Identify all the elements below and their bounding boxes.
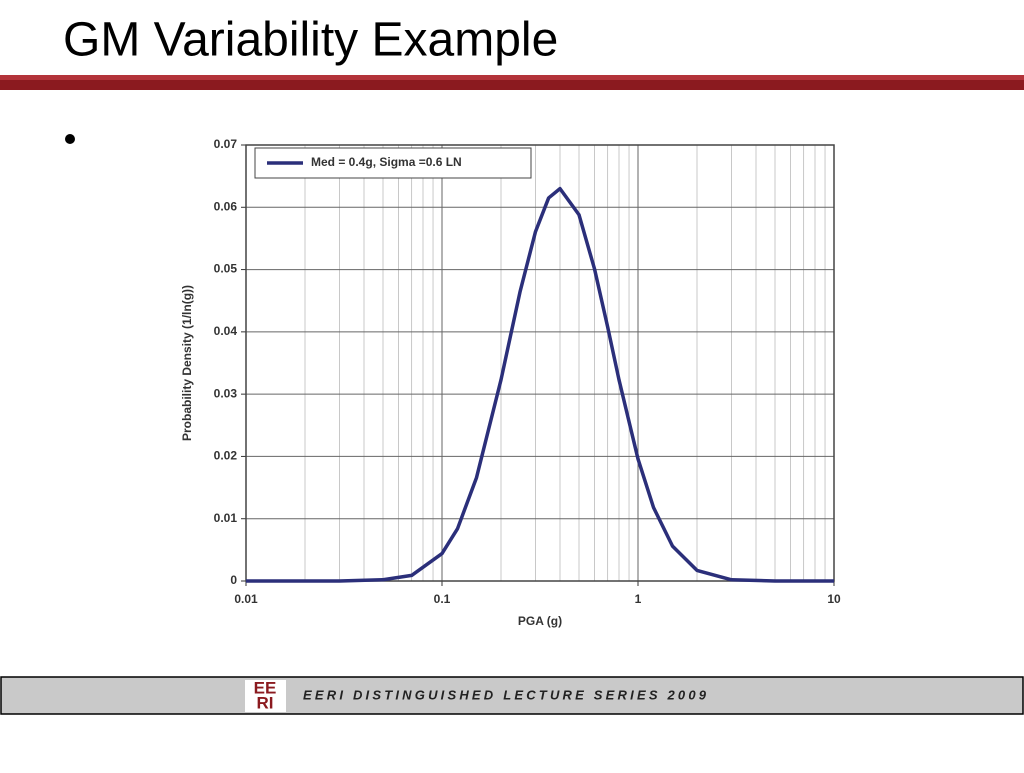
slide-title: GM Variability Example xyxy=(63,14,558,67)
bullet xyxy=(65,134,75,144)
footer-text: EERI DISTINGUISHED LECTURE SERIES 2009 xyxy=(303,687,709,702)
plot-frame xyxy=(245,144,835,582)
title-rule-highlight xyxy=(0,75,1024,80)
legend-label: Med = 0.4g, Sigma =0.6 LN xyxy=(311,155,462,169)
y-tick-label: 0.03 xyxy=(214,386,238,400)
y-tick-label: 0.07 xyxy=(214,137,238,151)
plot-area xyxy=(246,145,834,581)
y-tick-label: 0.04 xyxy=(214,324,238,338)
chart: 0 0.01 0.02 0.03 0.04 0.05 0.06 0.07 0.01 0.1 1 10 P… xyxy=(180,137,841,628)
x-tick-label: 0.1 xyxy=(434,592,451,606)
y-tick-label: 0.05 xyxy=(214,262,238,276)
logo-line: RI xyxy=(257,693,274,712)
y-tick-label: 0.06 xyxy=(214,199,238,213)
x-tick-label: 10 xyxy=(827,592,841,606)
footer-bar xyxy=(0,676,1024,715)
x-tick-label: 0.01 xyxy=(234,592,258,606)
y-tick-label: 0.02 xyxy=(214,449,238,463)
y-tick-label: 0 xyxy=(230,573,237,587)
y-axis-label: Probability Density (1/ln(g)) xyxy=(180,285,194,441)
x-axis-label: PGA (g) xyxy=(518,614,562,628)
y-tick-label: 0.01 xyxy=(214,511,238,525)
x-tick-label: 1 xyxy=(635,592,642,606)
logo-line: EE xyxy=(254,678,277,697)
series-line xyxy=(246,186,834,583)
logo-box xyxy=(245,680,286,712)
